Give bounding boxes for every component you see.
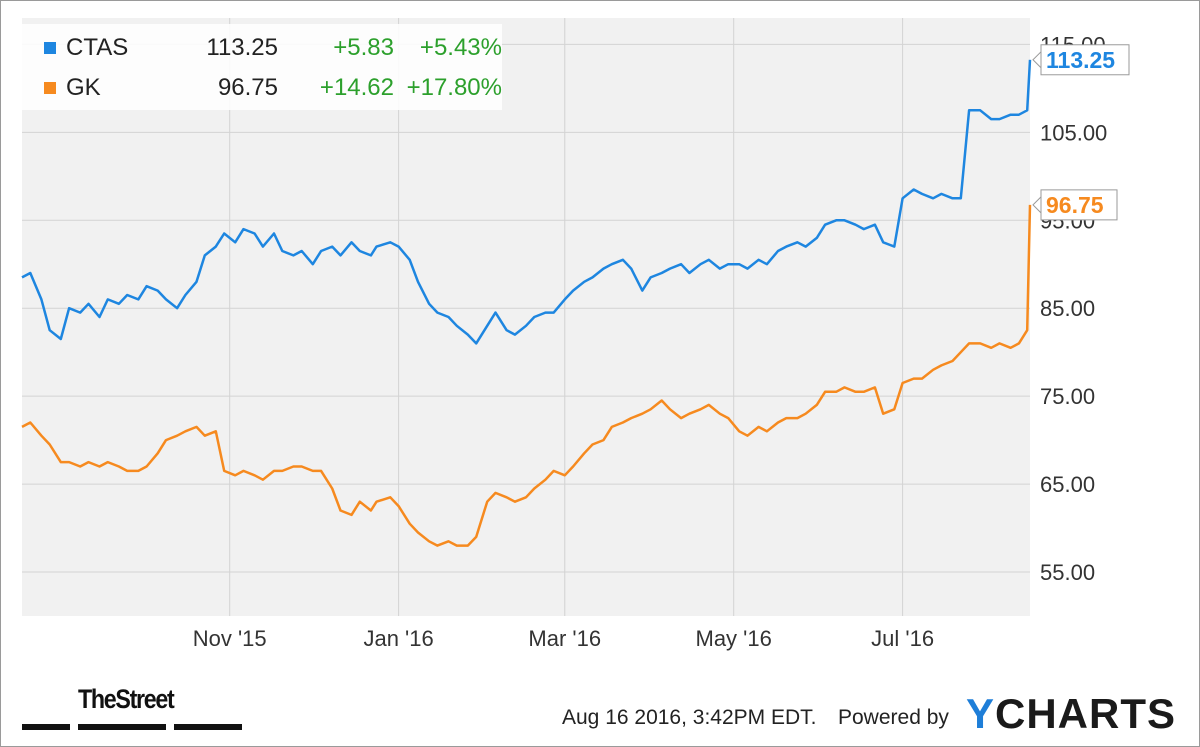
last-value-pointer [1032, 50, 1042, 69]
series-line-gk [21, 204, 1032, 547]
y-tick-label: 65.00 [1040, 472, 1095, 497]
logo-bar-3 [174, 724, 242, 730]
powered-by-label: Powered by [838, 706, 949, 729]
legend-price-ctas: 113.25 [206, 34, 278, 61]
last-value-label-gk: 96.75 [1046, 192, 1104, 218]
legend-change-ctas: +5.83 [333, 34, 394, 61]
y-tick-label: 55.00 [1040, 560, 1095, 585]
last-value-box [1040, 189, 1118, 221]
legend-row-ctas[interactable]: CTAS 113.25 +5.83 +5.43% [22, 28, 502, 68]
legend-name-gk: GK [66, 74, 101, 101]
ycharts-logo-rest: CHARTS [995, 690, 1177, 737]
y-tick-label: 105.00 [1040, 120, 1107, 145]
legend-swatch-gk [44, 82, 56, 94]
logo-bar-1 [22, 724, 70, 730]
last-value-label-ctas: 113.25 [1046, 47, 1115, 73]
x-tick-label: Nov '15 [193, 626, 267, 651]
logo-bar-2 [78, 724, 166, 730]
legend-change-gk: +14.62 [319, 74, 394, 101]
x-tick-label: Mar '16 [528, 626, 601, 651]
series-line-ctas [21, 59, 1032, 345]
legend-row-gk[interactable]: GK 96.75 +14.62 +17.80% [22, 68, 502, 108]
legend-price-gk: 96.75 [217, 74, 278, 101]
y-tick-label: 75.00 [1040, 384, 1095, 409]
legend: CTAS 113.25 +5.83 +5.43% GK 96.75 +14.62… [22, 24, 502, 110]
legend-name-ctas: CTAS [66, 34, 129, 61]
x-tick-label: Jul '16 [871, 626, 934, 651]
legend-change-pct-ctas: +5.43% [419, 34, 502, 61]
ycharts-logo-y: Y [966, 690, 996, 737]
y-tick-label: 85.00 [1040, 296, 1095, 321]
x-tick-label: Jan '16 [363, 626, 433, 651]
last-value-box [1040, 44, 1130, 76]
last-value-pointer [1032, 195, 1042, 215]
thestreet-wordmark: TheStreet [78, 684, 175, 714]
ycharts-logo[interactable]: YCHARTS [966, 690, 1176, 738]
timestamp: Aug 16 2016, 3:42PM EDT. [562, 706, 817, 729]
legend-change-pct-gk: +17.80% [406, 74, 502, 101]
x-tick-label: May '16 [696, 626, 772, 651]
plot-area [22, 18, 1030, 616]
legend-swatch-ctas [44, 42, 56, 54]
